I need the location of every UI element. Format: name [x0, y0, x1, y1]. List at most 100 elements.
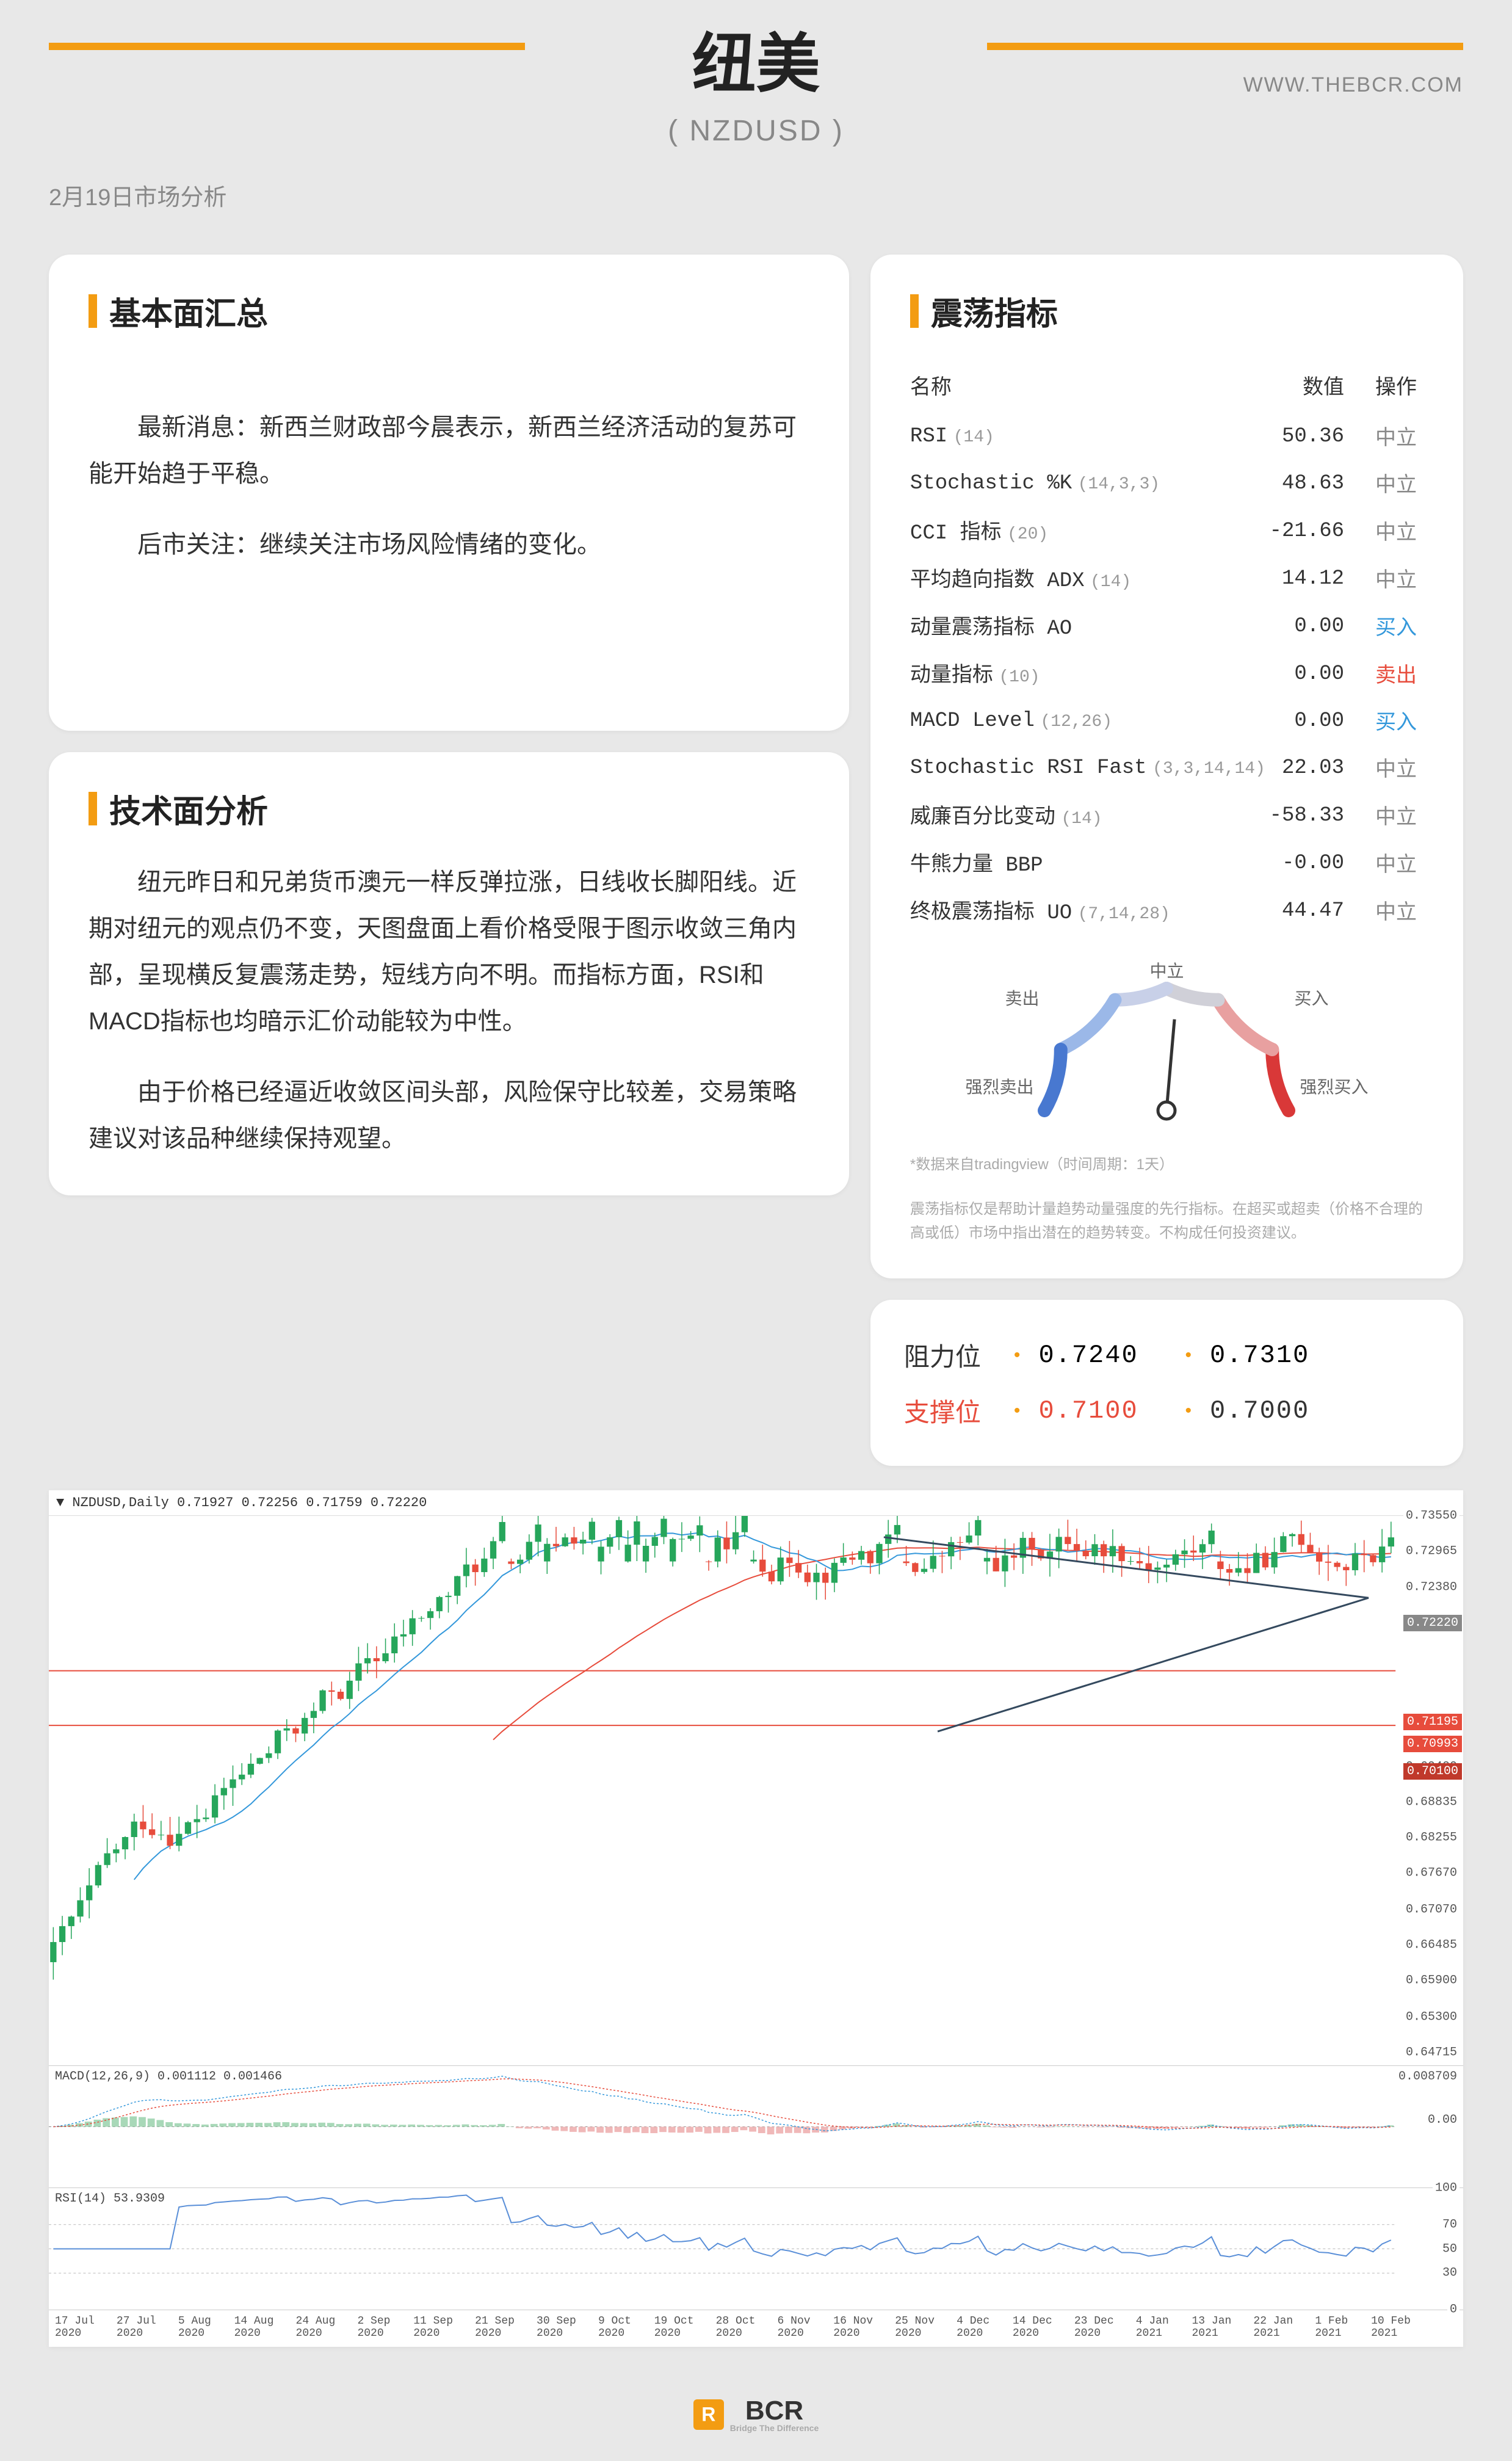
support-label: 支撑位: [904, 1392, 996, 1429]
price-tag: 0.71195: [1403, 1714, 1462, 1730]
macd-svg: [49, 2066, 1463, 2187]
x-axis-label: 11 Sep 2020: [413, 2315, 475, 2340]
date-text: 2月19日市场分析: [49, 178, 1463, 212]
gauge-label-strong-sell: 强烈卖出: [965, 1074, 1033, 1098]
bullet-icon: •: [1014, 1345, 1021, 1366]
x-axis-label: 21 Sep 2020: [475, 2315, 537, 2340]
x-axis-label: 22 Jan 2021: [1253, 2315, 1315, 2340]
title-bar-icon: [910, 294, 919, 328]
oscillator-card: 震荡指标 名称 数值 操作 RSI (14) 50.36 中立Stochasti…: [870, 255, 1463, 1278]
brand-text: BCR: [730, 2396, 819, 2426]
y-axis-label: 0.66485: [1403, 1938, 1460, 1952]
x-axis-label: 9 Oct 2020: [598, 2315, 654, 2340]
support-v1: 0.7100: [1038, 1396, 1167, 1426]
oscillator-row: 牛熊力量 BBP -0.00 中立: [910, 838, 1423, 886]
resistance-row: 阻力位 • 0.7240 • 0.7310: [904, 1327, 1430, 1383]
y-axis-label: 0.67070: [1403, 1902, 1460, 1916]
y-axis-label: 0.72380: [1403, 1580, 1460, 1594]
oscillator-row: 动量震荡指标 AO 0.00 买入: [910, 601, 1423, 649]
oscillator-row: RSI (14) 50.36 中立: [910, 412, 1423, 459]
x-axis-label: 13 Jan 2021: [1192, 2315, 1253, 2340]
brand-icon: [693, 2399, 724, 2430]
col-name: 名称: [910, 361, 1268, 412]
gauge-label-sell: 卖出: [1005, 985, 1039, 1010]
disclaimer-2: 震荡指标仅是帮助计量趋势动量强度的先行指标。在超买或超卖（价格不合理的高或低）市…: [910, 1198, 1423, 1245]
y-axis-label: 0.72965: [1403, 1545, 1460, 1559]
fundamental-card: 基本面汇总 最新消息：新西兰财政部今晨表示，新西兰经济活动的复苏可能开始趋于平稳…: [49, 255, 849, 731]
rsi-y-label: 70: [1440, 2217, 1460, 2231]
header: 纽美 ( NZDUSD ) 2月19日市场分析 WWW.THEBCR.COM: [0, 0, 1512, 236]
oscillator-row: CCI 指标 (20) -21.66 中立: [910, 506, 1423, 554]
title-bar-icon: [89, 792, 97, 825]
oscillator-table: 名称 数值 操作 RSI (14) 50.36 中立Stochastic %K …: [910, 361, 1423, 933]
gauge-label-buy: 买入: [1294, 985, 1328, 1010]
rsi-y-label: 30: [1440, 2266, 1460, 2280]
header-accent-right: [987, 43, 1463, 50]
bullet-icon: •: [1185, 1345, 1192, 1366]
oscillator-row: Stochastic %K (14,3,3) 48.63 中立: [910, 459, 1423, 506]
price-chart: 0.735500.729650.723800.717800.694200.688…: [49, 1516, 1463, 2065]
x-axis-label: 16 Nov 2020: [833, 2315, 895, 2340]
x-axis-label: 4 Dec 2020: [957, 2315, 1013, 2340]
technical-card: 技术面分析 纽元昨日和兄弟货币澳元一样反弹拉涨，日线收长脚阳线。近期对纽元的观点…: [49, 752, 849, 1195]
oscillator-row: 平均趋向指数 ADX (14) 14.12 中立: [910, 554, 1423, 601]
y-axis-label: 0.73550: [1403, 1509, 1460, 1523]
rsi-label: RSI(14) 53.9309: [55, 2192, 165, 2206]
resistance-v2: 0.7310: [1210, 1341, 1338, 1370]
fundamental-title: 基本面汇总: [109, 288, 268, 334]
x-axis-label: 14 Aug 2020: [234, 2315, 296, 2340]
oscillator-title: 震荡指标: [931, 288, 1058, 334]
oscillator-row: 终极震荡指标 UO (7,14,28) 44.47 中立: [910, 886, 1423, 933]
x-axis-label: 19 Oct 2020: [654, 2315, 716, 2340]
footer: BCR Bridge The Difference: [0, 2371, 1512, 2461]
x-axis: 17 Jul 202027 Jul 20205 Aug 202014 Aug 2…: [49, 2310, 1463, 2347]
x-axis-label: 30 Sep 2020: [537, 2315, 598, 2340]
x-axis-label: 28 Oct 2020: [716, 2315, 778, 2340]
page-subtitle: ( NZDUSD ): [49, 114, 1463, 148]
technical-p1: 纽元昨日和兄弟货币澳元一样反弹拉涨，日线收长脚阳线。近期对纽元的观点仍不变，天图…: [89, 859, 809, 1045]
gauge-label-neutral: 中立: [1149, 958, 1184, 982]
x-axis-label: 27 Jul 2020: [117, 2315, 178, 2340]
x-axis-label: 1 Feb 2021: [1315, 2315, 1371, 2340]
rsi-y-label: 50: [1440, 2242, 1460, 2256]
brand-tagline: Bridge The Difference: [730, 2423, 819, 2433]
chart-section: ▼ NZDUSD,Daily 0.71927 0.72256 0.71759 0…: [49, 1490, 1463, 2347]
bullet-icon: •: [1185, 1401, 1192, 1421]
support-v2: 0.7000: [1210, 1396, 1338, 1426]
oscillator-row: 动量指标 (10) 0.00 卖出: [910, 649, 1423, 697]
header-accent-left: [49, 43, 525, 50]
title-bar-icon: [89, 294, 97, 328]
col-value: 数值: [1268, 361, 1369, 412]
levels-card: 阻力位 • 0.7240 • 0.7310 支撑位 • 0.7100 • 0.7…: [870, 1300, 1463, 1466]
rsi-svg: [49, 2188, 1463, 2310]
oscillator-row: 威廉百分比变动 (14) -58.33 中立: [910, 791, 1423, 838]
macd-chart: MACD(12,26,9) 0.001112 0.001466 0.00 0.0…: [49, 2065, 1463, 2187]
gauge-svg: [983, 958, 1350, 1129]
price-chart-svg: [49, 1516, 1463, 2065]
price-tag: 0.70100: [1403, 1763, 1462, 1780]
gauge: 中立 卖出 买入 强烈卖出 强烈买入: [983, 958, 1350, 1132]
url-text: WWW.THEBCR.COM: [1243, 73, 1463, 97]
x-axis-label: 17 Jul 2020: [55, 2315, 117, 2340]
bullet-icon: •: [1014, 1401, 1021, 1421]
resistance-label: 阻力位: [904, 1336, 996, 1374]
disclaimer-1: *数据来自tradingview（时间周期：1天）: [910, 1153, 1423, 1176]
price-tag: 0.70993: [1403, 1736, 1462, 1752]
rsi-y-label: 100: [1433, 2181, 1460, 2195]
rsi-chart: RSI(14) 53.9309 1007050300: [49, 2187, 1463, 2310]
gauge-label-strong-buy: 强烈买入: [1300, 1074, 1368, 1098]
x-axis-label: 6 Nov 2020: [778, 2315, 834, 2340]
y-axis-label: 0.68835: [1403, 1796, 1460, 1810]
fundamental-p2: 后市关注：继续关注市场风险情绪的变化。: [89, 521, 809, 568]
x-axis-label: 5 Aug 2020: [178, 2315, 234, 2340]
y-axis-label: 0.65300: [1403, 2010, 1460, 2024]
x-axis-label: 10 Feb 2021: [1371, 2315, 1433, 2340]
x-axis-label: 4 Jan 2021: [1136, 2315, 1192, 2340]
oscillator-row: Stochastic RSI Fast (3,3,14,14) 22.03 中立: [910, 744, 1423, 791]
technical-title: 技术面分析: [109, 786, 268, 832]
macd-zero: 0.00: [1425, 2113, 1460, 2127]
y-axis-label: 0.64715: [1403, 2045, 1460, 2059]
col-action: 操作: [1369, 361, 1423, 412]
y-axis-label: 0.68255: [1403, 1830, 1460, 1844]
fundamental-p1: 最新消息：新西兰财政部今晨表示，新西兰经济活动的复苏可能开始趋于平稳。: [89, 404, 809, 497]
